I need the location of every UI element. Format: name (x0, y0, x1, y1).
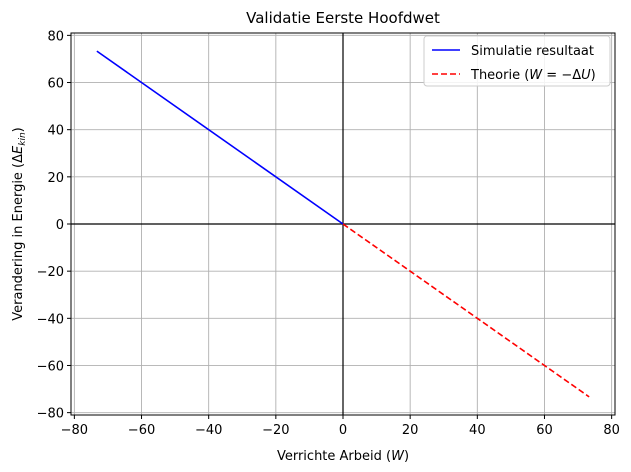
x-tick-label: 60 (536, 423, 553, 438)
legend: Simulatie resultaat Theorie (W = −ΔU) (423, 35, 611, 87)
x-axis-ticks: −80 −60 −40 −20 0 20 40 60 80 (61, 415, 620, 438)
y-axis-ticks: −80 −60 −40 −20 0 20 40 60 80 (37, 29, 71, 422)
legend-label-theory: Theorie (W = −ΔU) (470, 68, 596, 83)
x-tick-label: −80 (61, 423, 88, 438)
y-axis-label: Verandering in Energie (ΔEkin) (11, 127, 28, 321)
y-tick-label: −20 (37, 265, 64, 280)
legend-box (423, 35, 611, 87)
x-tick-label: −20 (262, 423, 289, 438)
x-tick-label: 20 (402, 423, 419, 438)
series-line-simulation (96, 50, 344, 225)
y-tick-label: −40 (37, 312, 64, 327)
x-tick-label: 80 (603, 423, 620, 438)
y-tick-label: 0 (56, 218, 64, 233)
x-tick-label: 0 (339, 423, 347, 438)
y-tick-label: 80 (47, 29, 64, 44)
y-tick-label: −80 (37, 407, 64, 422)
series-group (96, 50, 590, 398)
y-tick-label: 60 (47, 77, 64, 92)
x-tick-label: −40 (195, 423, 222, 438)
y-tick-label: −60 (37, 359, 64, 374)
chart-title: Validatie Eerste Hoofdwet (246, 9, 440, 27)
x-tick-label: −60 (128, 423, 155, 438)
y-tick-label: 40 (47, 124, 64, 139)
x-tick-label: 40 (469, 423, 486, 438)
y-tick-label: 20 (47, 171, 64, 186)
series-line-theory (342, 223, 590, 398)
legend-label-simulation: Simulatie resultaat (471, 44, 594, 59)
x-axis-label: Verrichte Arbeid (W) (277, 449, 409, 464)
